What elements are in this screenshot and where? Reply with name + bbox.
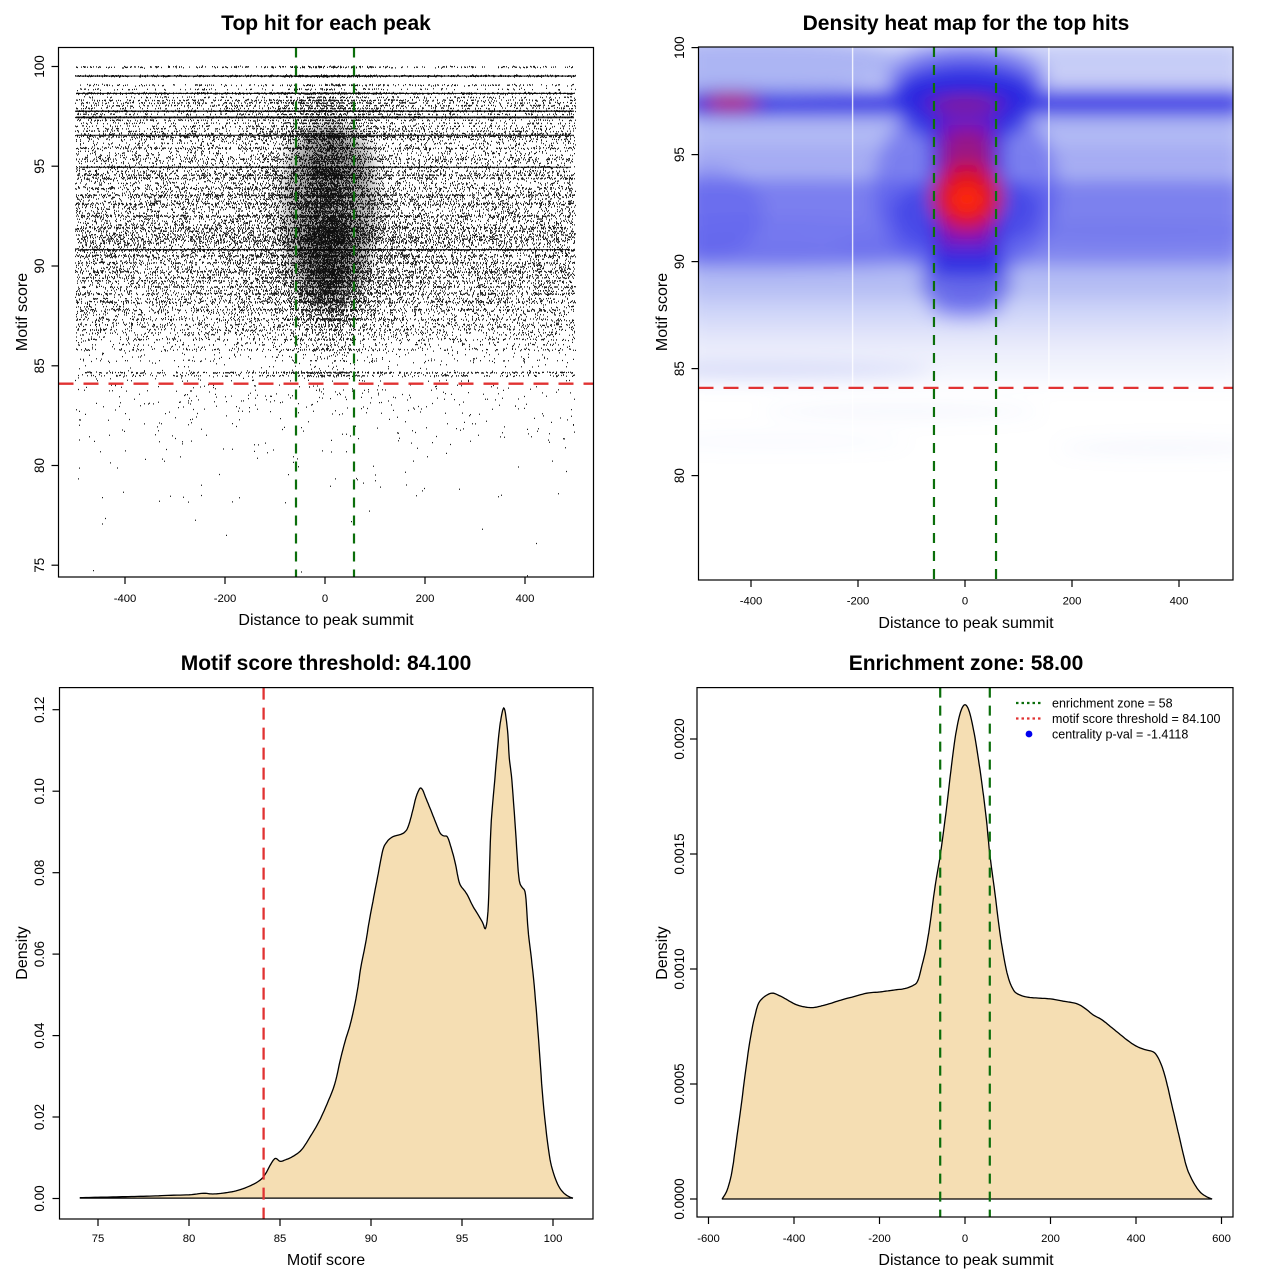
- svg-text:0.0020: 0.0020: [672, 718, 687, 759]
- svg-text:Enrichment zone: 58.00: Enrichment zone: 58.00: [849, 652, 1084, 675]
- svg-text:200: 200: [416, 593, 435, 605]
- svg-text:200: 200: [1041, 1233, 1060, 1245]
- svg-text:0.0005: 0.0005: [672, 1063, 687, 1104]
- svg-text:0.0000: 0.0000: [672, 1178, 687, 1219]
- svg-text:90: 90: [672, 254, 687, 269]
- svg-text:Distance to peak summit: Distance to peak summit: [878, 1252, 1054, 1269]
- svg-text:95: 95: [672, 147, 687, 162]
- svg-text:0.02: 0.02: [32, 1104, 47, 1130]
- svg-text:-400: -400: [740, 596, 763, 608]
- svg-text:-400: -400: [114, 593, 137, 605]
- svg-text:200: 200: [1063, 596, 1082, 608]
- svg-text:centrality p-val = -1.4118: centrality p-val = -1.4118: [1052, 728, 1188, 742]
- svg-text:0: 0: [322, 593, 328, 605]
- svg-text:90: 90: [365, 1233, 378, 1245]
- svg-text:0: 0: [962, 1233, 968, 1245]
- svg-text:Top hit for each peak: Top hit for each peak: [221, 12, 431, 35]
- svg-text:-600: -600: [697, 1233, 720, 1245]
- svg-text:95: 95: [32, 159, 47, 174]
- svg-text:-200: -200: [868, 1233, 891, 1245]
- svg-text:Distance to peak summit: Distance to peak summit: [238, 612, 414, 629]
- svg-text:Density: Density: [14, 926, 31, 979]
- svg-text:Distance to peak summit: Distance to peak summit: [878, 615, 1054, 632]
- svg-text:85: 85: [274, 1233, 287, 1245]
- svg-text:Motif score: Motif score: [654, 273, 671, 351]
- svg-text:0.00: 0.00: [32, 1185, 47, 1211]
- svg-text:Density heat map for the top h: Density heat map for the top hits: [803, 12, 1130, 35]
- svg-text:85: 85: [32, 358, 47, 373]
- svg-text:0.06: 0.06: [32, 941, 47, 967]
- svg-text:85: 85: [672, 361, 687, 376]
- svg-text:100: 100: [672, 36, 687, 59]
- svg-text:0.12: 0.12: [32, 697, 47, 723]
- svg-text:Motif score: Motif score: [14, 273, 31, 351]
- svg-text:Motif score threshold: 84.100: Motif score threshold: 84.100: [181, 652, 472, 675]
- svg-text:0.10: 0.10: [32, 778, 47, 804]
- svg-text:80: 80: [672, 468, 687, 483]
- svg-text:100: 100: [32, 55, 47, 78]
- svg-text:motif score threshold = 84.100: motif score threshold = 84.100: [1052, 712, 1221, 726]
- svg-text:400: 400: [516, 593, 535, 605]
- svg-text:0.08: 0.08: [32, 860, 47, 886]
- svg-text:0.04: 0.04: [32, 1022, 47, 1049]
- svg-text:400: 400: [1127, 1233, 1146, 1245]
- svg-text:-400: -400: [783, 1233, 806, 1245]
- svg-text:-200: -200: [847, 596, 870, 608]
- svg-text:0.0010: 0.0010: [672, 948, 687, 989]
- svg-text:600: 600: [1212, 1233, 1231, 1245]
- svg-text:enrichment zone = 58: enrichment zone = 58: [1052, 697, 1173, 711]
- svg-text:80: 80: [32, 458, 47, 473]
- svg-text:Motif score: Motif score: [287, 1252, 365, 1269]
- svg-text:95: 95: [456, 1233, 469, 1245]
- svg-text:0: 0: [962, 596, 968, 608]
- svg-text:75: 75: [32, 558, 47, 573]
- svg-text:90: 90: [32, 258, 47, 273]
- svg-text:100: 100: [544, 1233, 563, 1245]
- svg-text:400: 400: [1170, 596, 1189, 608]
- svg-text:80: 80: [183, 1233, 196, 1245]
- svg-text:Density: Density: [654, 926, 671, 979]
- svg-text:-200: -200: [214, 593, 237, 605]
- svg-text:0.0015: 0.0015: [672, 833, 687, 874]
- svg-text:75: 75: [92, 1233, 105, 1245]
